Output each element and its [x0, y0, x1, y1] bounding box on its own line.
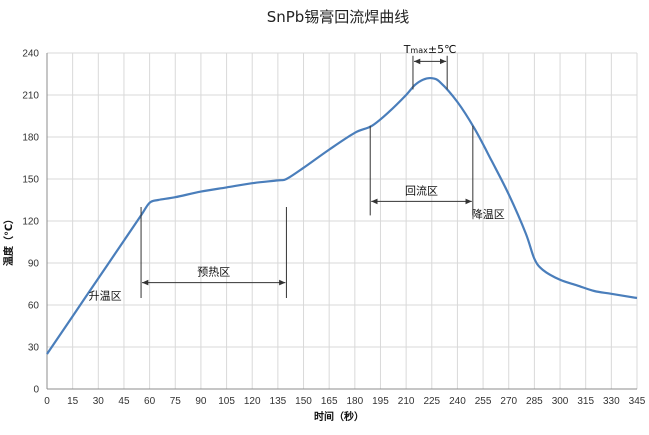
x-tick-label: 30	[93, 396, 105, 407]
x-tick-labels: 0 15 30 45 60 75 90 105 120 135 150 165 180 195 210 225…	[44, 396, 646, 407]
y-tick-label: 150	[22, 175, 39, 186]
x-tick-label: 45	[118, 396, 130, 407]
x-tick-label: 90	[195, 396, 207, 407]
x-tick-label: 15	[67, 396, 79, 407]
cooling-label: 降温区	[472, 207, 505, 221]
x-tick-label: 195	[372, 396, 389, 407]
x-tick-label: 0	[44, 396, 50, 407]
y-tick-label: 30	[28, 343, 40, 354]
annotations	[140, 55, 474, 298]
x-tick-label: 330	[603, 396, 620, 407]
y-axis-label: 温度（℃）	[2, 214, 15, 266]
y-tick-label: 60	[28, 301, 40, 312]
preheat-label: 预热区	[197, 266, 230, 279]
x-tick-label: 60	[144, 396, 156, 407]
y-tick-label: 120	[22, 217, 39, 228]
tmax-label-main: T	[403, 43, 411, 56]
axes	[46, 53, 637, 390]
tmax-label: Tmax±5℃	[403, 43, 457, 56]
x-tick-label: 270	[500, 396, 517, 407]
x-tick-label: 300	[552, 396, 569, 407]
grid	[46, 52, 638, 390]
x-tick-label: 165	[321, 396, 338, 407]
x-tick-label: 75	[170, 396, 182, 407]
y-tick-label: 210	[22, 91, 39, 102]
y-tick-label: 90	[28, 259, 40, 270]
x-tick-label: 225	[423, 396, 440, 407]
y-tick-labels: 0 30 60 90 120 150 180 210 240	[22, 49, 39, 396]
y-tick-label: 240	[22, 49, 39, 60]
x-tick-label: 120	[244, 396, 261, 407]
x-tick-label: 285	[526, 396, 543, 407]
tmax-label-rest: ±5℃	[428, 43, 457, 56]
x-tick-label: 150	[295, 396, 312, 407]
x-axis-label: 时间（秒）	[314, 410, 364, 423]
chart-title: SnPb锡膏回流焊曲线	[267, 8, 410, 26]
x-tick-label: 315	[577, 396, 594, 407]
y-tick-label: 0	[33, 385, 39, 396]
tmax-label-sub: max	[410, 46, 428, 55]
x-tick-label: 240	[449, 396, 466, 407]
series-group	[46, 76, 638, 355]
ramp-up-label: 升温区	[89, 289, 122, 302]
x-tick-label: 210	[398, 396, 415, 407]
x-tick-label: 135	[270, 396, 287, 407]
reflow-label: 回流区	[405, 183, 438, 197]
x-tick-label: 255	[475, 396, 492, 407]
x-tick-label: 180	[346, 396, 363, 407]
x-tick-label: 105	[218, 396, 235, 407]
y-tick-label: 180	[22, 133, 39, 144]
temperature-line	[46, 76, 638, 355]
x-tick-label: 345	[629, 396, 646, 407]
